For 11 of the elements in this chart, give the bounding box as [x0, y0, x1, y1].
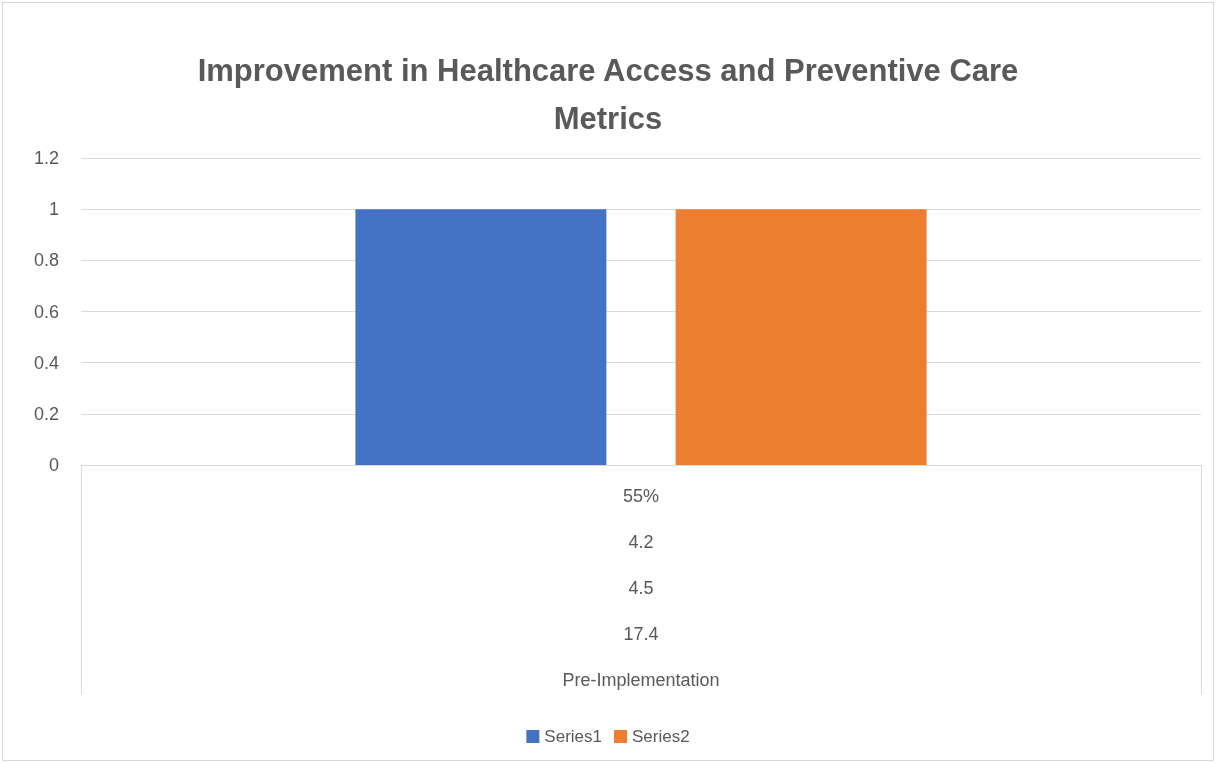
category-label: 55% 4.2 4.5 17.4 Pre-Implementation: [562, 486, 720, 690]
legend-label: Series1: [544, 727, 602, 746]
y-tick-label: 0: [48, 455, 59, 475]
chart-title: Improvement in Healthcare Access and Preventive Care Metrics: [197, 52, 1019, 136]
y-tick-label: 1: [48, 199, 59, 220]
y-tick-label: 0.6: [33, 301, 59, 322]
y-tick-label: 0.8: [33, 250, 59, 271]
legend-label: Series2: [632, 727, 690, 746]
y-tick-label: 1.2: [33, 148, 59, 168]
y-tick-label: 0.2: [33, 403, 59, 424]
y-tick-label: 0.4: [33, 352, 59, 373]
